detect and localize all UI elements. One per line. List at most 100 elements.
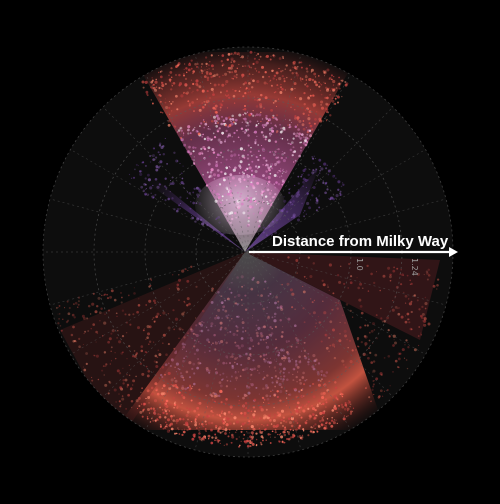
galaxy-point: [161, 375, 164, 379]
galaxy-point: [283, 171, 285, 173]
galaxy-point: [312, 425, 315, 427]
galaxy-point: [161, 342, 164, 345]
galaxy-point: [183, 357, 185, 360]
galaxy-point: [255, 193, 257, 195]
galaxy-point: [175, 418, 179, 423]
galaxy-point: [163, 185, 167, 188]
galaxy-point: [214, 104, 218, 108]
galaxy-point: [244, 91, 247, 95]
galaxy-point: [219, 321, 223, 325]
galaxy-point: [239, 160, 243, 164]
galaxy-point: [259, 302, 262, 304]
galaxy-point: [243, 434, 246, 436]
galaxy-point: [252, 427, 256, 431]
galaxy-point: [322, 402, 325, 406]
galaxy-point: [378, 395, 381, 398]
galaxy-point: [307, 360, 310, 364]
galaxy-point: [257, 342, 260, 345]
galaxy-point: [231, 176, 235, 180]
galaxy-point: [271, 430, 274, 433]
galaxy-point: [68, 306, 71, 310]
galaxy-point: [150, 80, 154, 84]
galaxy-point: [201, 89, 205, 93]
galaxy-point: [248, 166, 252, 170]
galaxy-point: [155, 421, 157, 423]
galaxy-point: [280, 83, 282, 86]
galaxy-point: [212, 68, 214, 70]
galaxy-point: [193, 382, 196, 386]
galaxy-point: [257, 294, 259, 297]
galaxy-point: [290, 345, 293, 348]
galaxy-point: [247, 219, 250, 223]
galaxy-point: [268, 361, 271, 364]
galaxy-point: [108, 337, 112, 341]
galaxy-point: [238, 399, 241, 402]
galaxy-point: [332, 328, 335, 332]
galaxy-point: [314, 118, 317, 121]
galaxy-point: [282, 371, 285, 374]
galaxy-point: [224, 299, 227, 302]
galaxy-point: [256, 135, 258, 138]
galaxy-point: [315, 179, 318, 182]
galaxy-point: [420, 332, 422, 334]
galaxy-point: [265, 163, 267, 165]
galaxy-point: [318, 158, 322, 162]
galaxy-point: [170, 403, 172, 406]
galaxy-point: [207, 146, 211, 150]
galaxy-point: [277, 98, 280, 100]
galaxy-point: [223, 444, 225, 447]
galaxy-point: [265, 338, 267, 341]
galaxy-point: [164, 363, 168, 367]
galaxy-point: [170, 358, 174, 362]
galaxy-point: [253, 96, 256, 98]
galaxy-point: [176, 286, 179, 289]
galaxy-point: [231, 215, 233, 217]
galaxy-point: [317, 362, 321, 365]
galaxy-point: [281, 88, 284, 91]
upper-survey-cone: [130, 52, 360, 252]
galaxy-point: [406, 367, 409, 370]
galaxy-point: [335, 396, 338, 399]
galaxy-point: [209, 171, 213, 174]
galaxy-point: [196, 98, 198, 100]
galaxy-point: [270, 190, 273, 192]
galaxy-point: [91, 376, 93, 379]
galaxy-point: [288, 359, 291, 363]
galaxy-point: [155, 364, 159, 369]
galaxy-point: [307, 117, 311, 121]
galaxy-point: [162, 311, 166, 315]
galaxy-point: [329, 344, 332, 347]
galaxy-point: [326, 188, 329, 191]
galaxy-point: [427, 268, 431, 272]
galaxy-point: [343, 407, 347, 411]
galaxy-point: [295, 359, 298, 363]
galaxy-point: [197, 413, 200, 416]
galaxy-point: [267, 433, 270, 436]
galaxy-point: [282, 416, 285, 419]
galaxy-point: [182, 366, 184, 368]
galaxy-point: [295, 134, 298, 138]
galaxy-point: [325, 88, 330, 92]
galaxy-point: [286, 431, 288, 433]
galaxy-point: [281, 69, 284, 72]
galaxy-point: [227, 53, 231, 56]
galaxy-point: [183, 300, 186, 303]
galaxy-point: [183, 132, 185, 134]
galaxy-point: [250, 182, 254, 186]
galaxy-point: [237, 395, 239, 398]
galaxy-point: [141, 403, 143, 405]
galaxy-point: [265, 170, 268, 173]
galaxy-point: [262, 338, 265, 341]
galaxy-point: [239, 147, 243, 151]
galaxy-point: [278, 77, 282, 81]
galaxy-point: [344, 403, 348, 407]
galaxy-point: [245, 167, 248, 170]
galaxy-point: [202, 425, 205, 428]
galaxy-point: [290, 122, 292, 123]
galaxy-point: [418, 344, 420, 347]
galaxy-point: [238, 436, 240, 438]
galaxy-point: [228, 71, 231, 74]
galaxy-point: [277, 148, 280, 151]
galaxy-point: [172, 82, 176, 85]
galaxy-point: [307, 256, 310, 259]
